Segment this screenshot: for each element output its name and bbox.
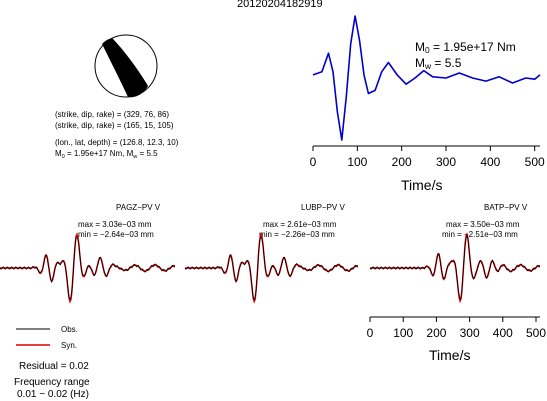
stf-mo-sub: 0: [425, 45, 430, 55]
stf-x-tick-label: 200: [392, 155, 412, 169]
station-name-3: BATP−PV V: [484, 203, 528, 212]
wave-x-tick-label: 0: [367, 326, 374, 340]
stf-mw-prefix: M: [415, 56, 425, 70]
stf-x-tick-label: 500: [525, 155, 545, 169]
stf-mw-sub: w: [425, 61, 432, 71]
mw-sub: w: [133, 154, 138, 160]
station-max-3: max = 3.50e−03 mm: [446, 220, 520, 229]
station-name-2: LUBP−PV V: [301, 203, 345, 212]
stf-x-tick-label: 100: [347, 155, 367, 169]
frequency-value: 0.01 − 0.02 (Hz): [17, 389, 89, 400]
moment-rest: = 1.95e+17 Nm, M: [64, 149, 134, 158]
stf-xlabel: Time/s: [401, 177, 443, 193]
mw-end: = 5.5: [137, 149, 158, 158]
waveform-marks: 0 100 200 300 400 500: [0, 232, 546, 340]
obs-trace-3: [369, 233, 541, 300]
stf-x-tick-label: 400: [480, 155, 500, 169]
wave-x-tick-label: 300: [460, 326, 480, 340]
location-text: (lon., lat, depth) = (126.8, 12.3, 10): [55, 138, 179, 147]
residual-text: Residual = 0.02: [19, 361, 89, 372]
wave-x-tick-label: 500: [526, 326, 546, 340]
station-min-2: min = −2.26e−03 mm: [259, 230, 335, 239]
stf-series-line: [312, 15, 541, 141]
moment-sub: 0: [61, 154, 65, 160]
station-min-3: min = −2.51e−03 mm: [442, 230, 518, 239]
mechanism-text-1: (strike, dip, rake) = (329, 76, 86): [55, 110, 170, 119]
stf-mw-value: = 5.5: [431, 56, 462, 70]
wave-x-tick-label: 200: [426, 326, 446, 340]
stf-mo-value: = 1.95e+17 Nm: [429, 40, 516, 54]
moment-text: M0 = 1.95e+17 Nm, Mw = 5.5: [55, 149, 158, 162]
station-max-1: max = 3.03e−03 mm: [78, 220, 152, 229]
wave-xlabel: Time/s: [429, 347, 471, 363]
stf-mo-label: M0 = 1.95e+17 Nm: [415, 40, 516, 58]
station-max-2: max = 2.61e−03 mm: [263, 220, 337, 229]
station-min-1: min = −2.64e−03 mm: [78, 230, 154, 239]
legend-obs-label: Obs.: [61, 325, 78, 334]
stf-x-tick-label: 0: [310, 155, 317, 169]
moment-prefix: M: [55, 149, 62, 158]
obs-trace-1: [0, 236, 176, 301]
stf-mo-prefix: M: [415, 40, 425, 54]
frequency-label: Frequency range: [14, 377, 90, 388]
obs-trace-2: [184, 236, 359, 301]
station-name-1: PAGZ−PV V: [116, 203, 161, 212]
beachball-icon: [94, 34, 158, 98]
wave-x-tick-label: 100: [393, 326, 413, 340]
stf-marks: 0 100 200 300 400 500: [310, 15, 545, 169]
stf-mw-label: Mw = 5.5: [415, 56, 461, 74]
wave-x-tick-label: 400: [493, 326, 513, 340]
mechanism-text-2: (strike, dip, rake) = (165, 15, 105): [55, 121, 174, 130]
stf-x-tick-label: 300: [436, 155, 456, 169]
figure-title: 20120204182919: [237, 0, 323, 10]
legend-syn-label: Syn.: [61, 341, 78, 350]
